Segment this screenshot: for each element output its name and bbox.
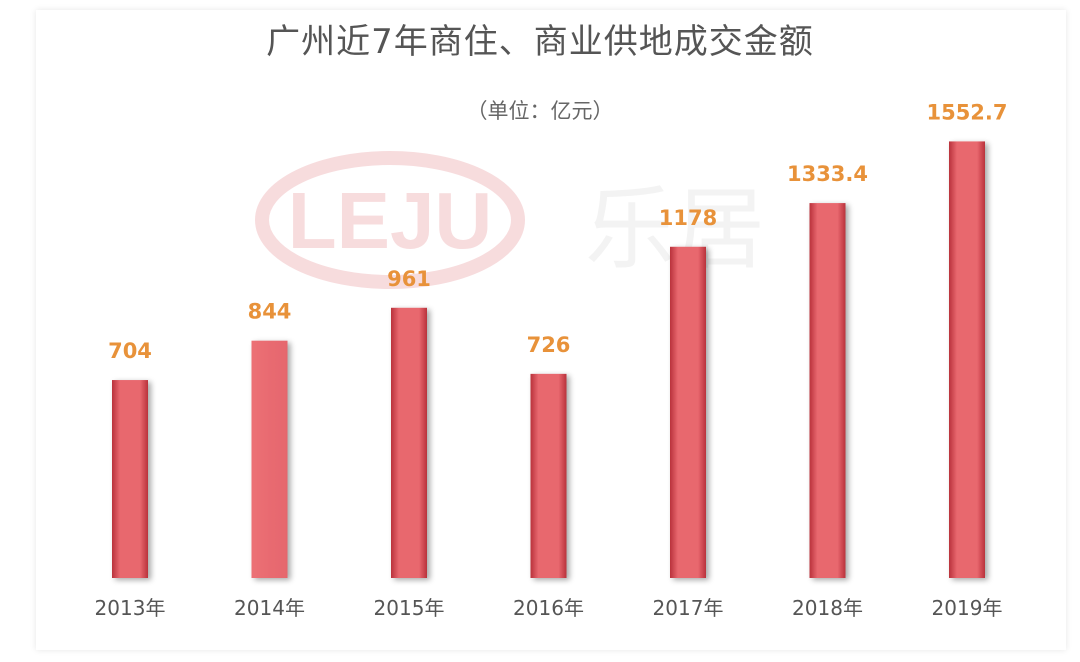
bar-2017年 <box>670 246 706 579</box>
value-label-2018年: 1333.4 <box>787 162 868 186</box>
bar-2018年 <box>809 203 846 579</box>
value-label-2017年: 1178 <box>659 206 717 230</box>
value-label-2014年: 844 <box>248 300 292 324</box>
x-tick-label-2016年: 2016年 <box>513 596 584 620</box>
bar-2015年 <box>391 307 427 578</box>
chart-title: 广州近7年商住、商业供地成交金额 <box>266 22 814 62</box>
chart-subtitle: （单位：亿元） <box>466 99 614 123</box>
bars-layer <box>112 141 985 579</box>
x-tick-label-2018年: 2018年 <box>792 596 863 620</box>
value-label-2015年: 961 <box>387 267 431 291</box>
x-tick-label-2017年: 2017年 <box>653 596 724 620</box>
x-axis-labels: 2013年 2014年 2015年 2016年 2017年 2018年 2019年 <box>95 596 1003 620</box>
bar-2014年 <box>251 340 288 578</box>
bar-2019年 <box>949 141 985 578</box>
value-label-2016年: 726 <box>527 333 571 357</box>
leju-watermark: LEJU 乐居 <box>255 151 765 289</box>
watermark-logo-text: LEJU <box>288 176 493 265</box>
watermark-ellipse <box>255 151 525 289</box>
x-tick-label-2019年: 2019年 <box>932 596 1003 620</box>
x-tick-label-2015年: 2015年 <box>374 596 445 620</box>
bar-2013年 <box>112 380 148 578</box>
value-label-2013年: 704 <box>108 339 152 363</box>
x-tick-label-2013年: 2013年 <box>95 596 166 620</box>
x-tick-label-2014年: 2014年 <box>234 596 305 620</box>
bar-2016年 <box>530 373 567 578</box>
value-label-2019年: 1552.7 <box>926 100 1007 124</box>
value-labels-layer: 704 844 961 726 1178 1333.4 1552.7 <box>108 100 1007 363</box>
